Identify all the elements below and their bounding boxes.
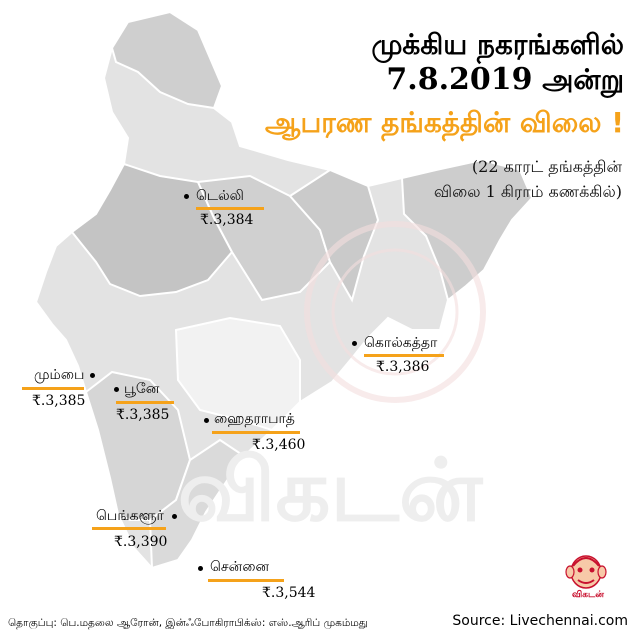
- city-price-kolkata: ₹.3,386: [376, 359, 430, 375]
- city-underline-hyderabad: [212, 431, 300, 434]
- source-line: Source: Livechennai.com: [452, 613, 628, 629]
- city-label-kolkata: கொல்கத்தா: [364, 335, 438, 351]
- city-marker-pune: [114, 387, 119, 392]
- city-price-mumbai: ₹.3,385: [32, 393, 86, 409]
- watermark-text: விகடன்: [178, 441, 484, 541]
- city-label-chennai: சென்னை: [210, 559, 270, 575]
- city-label-bengaluru: பெங்களூர்: [96, 508, 164, 524]
- city-label-hyderabad: ஹைதராபாத்: [214, 411, 295, 427]
- city-label-mumbai: மும்பை: [34, 367, 85, 383]
- city-underline-kolkata: [364, 354, 444, 357]
- watermark-seal: [304, 221, 486, 403]
- city-price-bengaluru: ₹.3,390: [114, 534, 168, 550]
- city-price-delhi: ₹.3,384: [200, 212, 254, 228]
- city-marker-mumbai: [90, 373, 95, 378]
- city-label-delhi: டெல்லி: [196, 188, 244, 204]
- region-east: [288, 168, 380, 303]
- city-price-hyderabad: ₹.3,460: [252, 437, 306, 453]
- title-date: 7.8.2019: [386, 62, 533, 97]
- credit-line: தொகுப்பு: பெ.மதலை ஆரோன், இன்ஃபோகிராபிக்ஸ…: [8, 617, 368, 629]
- city-underline-chennai: [208, 579, 284, 582]
- city-underline-pune: [116, 401, 174, 404]
- title-line-2: 7.8.2019 அன்று: [386, 62, 624, 100]
- city-underline-bengaluru: [92, 527, 166, 530]
- subtitle-line-1: (22 காரட் தங்கத்தின்: [471, 157, 622, 176]
- logo-text: விகடன்: [572, 590, 604, 600]
- vikatan-mascot-icon: [565, 555, 607, 589]
- city-label-pune: பூனே: [124, 381, 160, 397]
- city-underline-delhi: [196, 207, 264, 210]
- watermark-seal-inner: [331, 248, 459, 376]
- city-price-chennai: ₹.3,544: [262, 585, 316, 601]
- city-marker-delhi: [184, 194, 189, 199]
- subtitle-line-2: விலை 1 கிராம் கணக்கில்): [433, 182, 622, 201]
- city-marker-bengaluru: [172, 514, 177, 519]
- title-date-word: அன்று: [532, 63, 624, 96]
- city-price-pune: ₹.3,385: [116, 407, 170, 423]
- region-south-east: [148, 438, 246, 570]
- region-deccan: [174, 316, 301, 432]
- city-underline-mumbai: [22, 387, 84, 390]
- title-line-1: முக்கிய நகரங்களில்: [371, 28, 624, 61]
- region-north: [110, 10, 224, 110]
- title-line-3: ஆபரண தங்கத்தின் விலை !: [265, 106, 624, 139]
- city-marker-chennai: [198, 566, 203, 571]
- region-northeast: [400, 158, 534, 302]
- city-marker-hyderabad: [204, 418, 209, 423]
- city-marker-kolkata: [352, 341, 357, 346]
